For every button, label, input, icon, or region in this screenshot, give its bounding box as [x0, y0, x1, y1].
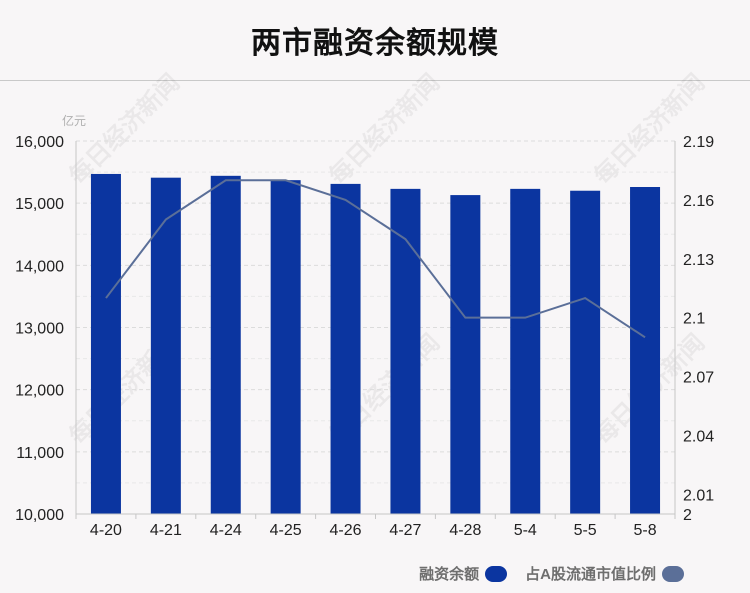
chart-title: 两市融资余额规模 [251, 27, 499, 60]
axis-layer: 亿元 10,000 11,000 12,000 13,000 14,000 15,000 16… [15, 113, 714, 539]
x-tick-label: 5-5 [574, 522, 597, 539]
bar-5-4 [510, 188, 541, 514]
bar-4-20 [90, 173, 121, 514]
legend-label-balance: 融资余额 [419, 566, 480, 583]
x-tick-label: 5-4 [514, 522, 537, 539]
y-right-tick-label: 2.16 [683, 193, 714, 210]
y-right-tick-label: 2.19 [683, 134, 714, 151]
bar-5-5 [570, 190, 601, 514]
x-tick-label: 4-20 [90, 522, 122, 539]
bar-4-25 [270, 180, 301, 515]
legend-item-balance: 融资余额 [419, 563, 508, 584]
bar-layer [90, 173, 661, 515]
legend-item-ratio: 占A股流通市值比例 [525, 563, 684, 584]
x-tick-label: 4-21 [150, 522, 182, 539]
y-left-tick-label: 11,000 [16, 445, 64, 462]
y-right-tick-label: 2.04 [683, 428, 714, 445]
y-right-tick-label: 2.1 [683, 311, 705, 328]
bar-4-27 [390, 188, 421, 514]
x-tick-label: 4-26 [330, 522, 362, 539]
legend-swatch-ratio [662, 565, 684, 582]
x-tick-label: 4-25 [270, 522, 302, 539]
y-right-tick-label: 2.07 [683, 370, 714, 387]
bar-4-26 [330, 183, 361, 514]
y-left-tick-label: 16,000 [15, 134, 64, 151]
y-right-tick-label: 2.01 [683, 487, 714, 504]
y-left-tick-label: 13,000 [15, 321, 64, 338]
y-left-unit: 亿元 [62, 113, 86, 128]
bar-4-21 [150, 177, 181, 514]
y-left-tick-label: 15,000 [15, 196, 64, 213]
legend: 融资余额 占A股流通市值比例 [409, 563, 684, 584]
x-tick-label: 5-8 [633, 522, 656, 539]
y-right-tick-label: 2 [683, 507, 692, 524]
bar-5-8 [630, 187, 661, 514]
ratio-line [105, 179, 646, 339]
x-tick-label: 4-24 [210, 522, 242, 539]
line-layer [105, 179, 646, 339]
y-left-tick-label: 12,000 [15, 383, 64, 400]
legend-label-ratio: 占A股流通市值比例 [525, 566, 656, 583]
bar-4-28 [450, 195, 481, 514]
watermark-text: 每日经济新闻 [589, 69, 711, 191]
y-right-tick-label: 2.13 [683, 252, 714, 269]
y-left-tick-label: 14,000 [15, 258, 64, 275]
bar-4-24 [210, 175, 241, 514]
x-tick-label: 4-27 [389, 522, 421, 539]
legend-swatch-balance [485, 565, 508, 582]
y-left-tick-label: 10,000 [15, 507, 64, 524]
x-tick-label: 4-28 [449, 522, 481, 539]
watermark-text: 每日经济新闻 [64, 69, 186, 191]
title-divider [0, 80, 750, 81]
